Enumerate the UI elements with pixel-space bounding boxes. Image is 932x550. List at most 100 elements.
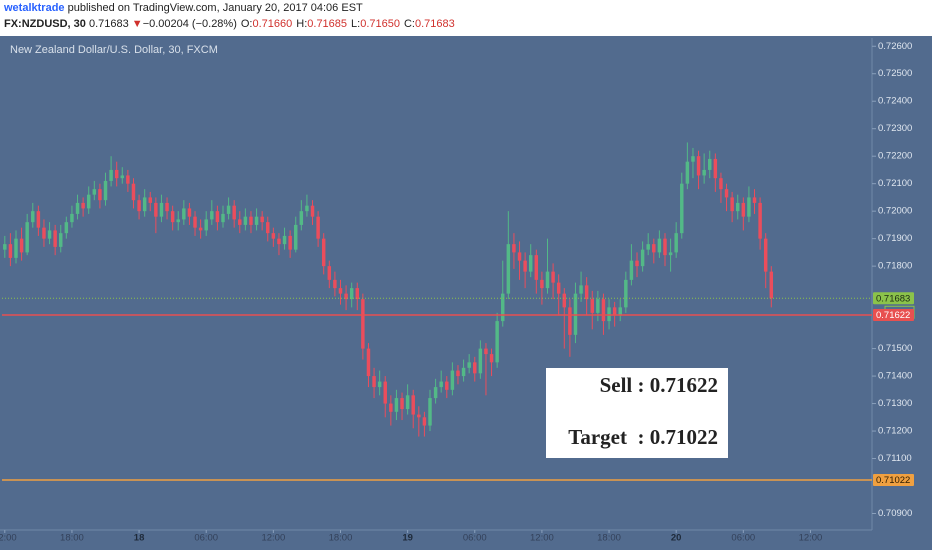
ohlc-label: C:: [403, 18, 415, 30]
candle-body: [478, 348, 483, 374]
candle-body: [489, 354, 494, 363]
candle-body: [254, 216, 259, 225]
candle-body: [8, 244, 13, 258]
candle-body: [713, 158, 718, 179]
candle-body: [495, 321, 499, 363]
price-tag: [873, 309, 914, 322]
candle-body: [42, 227, 46, 239]
candle-body: [562, 293, 567, 308]
y-tick-label: 0.71400: [878, 371, 912, 382]
x-tick-label: 12:00: [799, 533, 823, 544]
candle-body: [579, 285, 583, 294]
ohlc-value: 0.71650: [360, 18, 400, 30]
y-tick-label: 0.72400: [878, 96, 912, 107]
candle-body: [601, 299, 606, 322]
candle-body: [361, 299, 365, 349]
ohlc-label: L:: [351, 18, 361, 30]
candle-body: [657, 238, 662, 253]
candle-body: [523, 260, 527, 272]
x-tick-label: 06:00: [463, 533, 487, 544]
candle-body: [47, 230, 52, 239]
candle-body: [377, 381, 382, 388]
y-tick-label: 0.72300: [878, 123, 912, 134]
candle-body: [159, 202, 164, 217]
candle-body: [456, 370, 460, 377]
candle-body: [142, 197, 147, 212]
candle-body: [405, 395, 410, 410]
candle-body: [75, 202, 80, 214]
plot-background: [0, 36, 932, 550]
ohlc-label: H:: [296, 18, 308, 30]
candle-body: [584, 285, 589, 300]
candle-body: [81, 202, 85, 209]
candle-body: [652, 244, 656, 253]
x-tick-label: 18:00: [597, 533, 621, 544]
candle-body: [53, 230, 57, 247]
y-tick-label: 0.72000: [878, 206, 912, 217]
candle-body: [338, 288, 343, 294]
x-tick-label: 12:00: [530, 533, 554, 544]
header: wetalktrade published on TradingView.com…: [0, 0, 932, 36]
candle-body: [98, 189, 102, 201]
candle-body: [277, 238, 281, 245]
author[interactable]: wetalktrade: [4, 2, 65, 14]
candle-body: [14, 238, 18, 258]
candle-body: [3, 244, 7, 250]
candle-body: [344, 293, 348, 300]
candle-body: [735, 202, 740, 212]
candle-body: [221, 213, 225, 223]
candle-body: [506, 244, 511, 294]
candle-body: [417, 414, 421, 418]
x-tick-label: 19: [402, 533, 413, 544]
annotation-box: [546, 368, 728, 458]
candle-body: [19, 238, 24, 253]
x-tick-label: 18:00: [329, 533, 353, 544]
candle-body: [724, 189, 729, 198]
candle-body: [573, 293, 578, 335]
candle-body: [635, 260, 639, 267]
candle-body: [165, 202, 169, 212]
candle-body: [422, 417, 427, 426]
candle-body: [266, 222, 270, 234]
candle-body: [752, 197, 757, 203]
candle-body: [467, 362, 471, 368]
candle-body: [333, 279, 337, 289]
candle-body: [534, 255, 539, 280]
price-tag-label: 0.71022: [876, 475, 910, 486]
candle-body: [428, 398, 432, 426]
quote-line: FX:NZDUSD, 30 0.71683 ▼−0.00204 (−0.28%)…: [4, 18, 455, 30]
candle-body: [260, 216, 264, 223]
candle-body: [473, 362, 477, 374]
candle-body: [445, 381, 449, 390]
candle-body: [461, 367, 466, 377]
candle-body: [120, 175, 125, 179]
annotation-text: Sell : 0.71622: [600, 373, 718, 397]
candle-body: [590, 299, 594, 313]
arrow: ▼: [131, 18, 143, 30]
price-tag: [873, 473, 914, 486]
candle-body: [389, 403, 393, 412]
candle-body: [187, 208, 192, 217]
candle-body: [484, 348, 488, 355]
candle-body: [433, 387, 438, 399]
candle-body: [288, 235, 292, 250]
candle-body: [70, 213, 74, 223]
candle-body: [349, 288, 354, 300]
y-tick-label: 0.71500: [878, 343, 912, 354]
candle-body: [92, 189, 97, 195]
annotation-text: Target : 0.71022: [568, 425, 718, 449]
y-tick-label: 0.72500: [878, 68, 912, 79]
candle-body: [25, 222, 29, 253]
candle-body: [668, 252, 673, 256]
candle-body: [696, 156, 701, 176]
y-tick-label: 0.70900: [878, 508, 912, 519]
candle-body: [126, 175, 130, 184]
x-tick-label: 20: [671, 533, 682, 544]
candle-body: [663, 238, 667, 256]
candle-body: [310, 205, 315, 217]
last: 0.71683: [88, 18, 129, 30]
candle-body: [685, 161, 690, 184]
candle-body: [747, 197, 751, 217]
